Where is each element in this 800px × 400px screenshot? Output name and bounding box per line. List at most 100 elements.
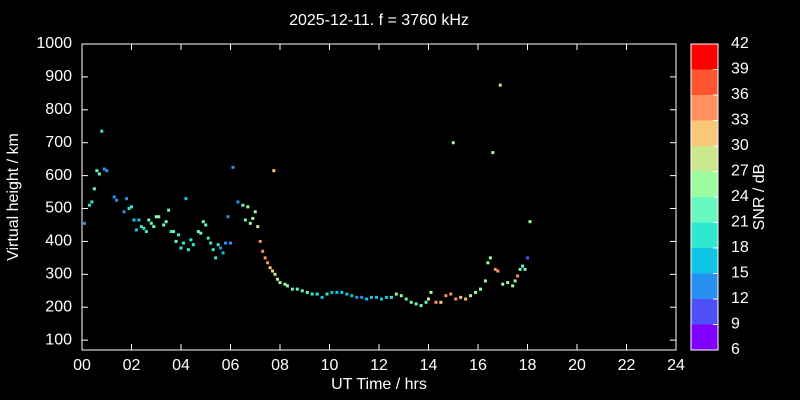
point [115, 198, 119, 202]
point [273, 272, 277, 276]
point [511, 284, 515, 288]
colorbar-tick-label: 12 [731, 290, 749, 307]
colorbar-segment [691, 324, 718, 350]
point [491, 151, 495, 155]
point [469, 294, 473, 298]
point [449, 292, 453, 296]
point [271, 269, 275, 273]
colorbar-tick-label: 27 [731, 163, 749, 180]
point [379, 297, 383, 301]
point [278, 281, 282, 285]
point [191, 243, 195, 247]
point [464, 297, 468, 301]
point [224, 241, 228, 245]
colorbar-segment [691, 222, 718, 248]
point [518, 267, 522, 271]
point [478, 287, 482, 291]
point [295, 287, 299, 291]
y-tick-label: 1000 [36, 35, 72, 52]
colorbar-segment [691, 146, 718, 172]
point [134, 228, 138, 232]
point [429, 290, 433, 294]
point [152, 225, 156, 229]
point [186, 248, 190, 252]
colorbar-tick-label: 9 [731, 316, 740, 333]
y-tick-label: 500 [45, 200, 72, 217]
point [231, 165, 235, 169]
point [211, 248, 215, 252]
point [384, 295, 388, 299]
x-tick-label: 16 [469, 357, 487, 374]
point [266, 261, 270, 265]
x-tick-label: 12 [370, 357, 388, 374]
colorbar-tick-label: 18 [731, 239, 749, 256]
point [444, 294, 448, 298]
point [340, 290, 344, 294]
point [167, 208, 171, 212]
point [501, 282, 505, 286]
colorbar-segment [691, 299, 718, 325]
x-tick-label: 00 [73, 357, 91, 374]
point [122, 210, 126, 214]
colorbar-tick-label: 30 [731, 137, 749, 154]
colorbar-segment [691, 197, 718, 223]
colorbar-tick-label: 15 [731, 265, 749, 282]
point [305, 290, 309, 294]
point [276, 277, 280, 281]
point [345, 292, 349, 296]
point [177, 233, 181, 237]
colorbar-tick-label: 39 [731, 61, 749, 78]
y-tick-label: 600 [45, 167, 72, 184]
point [100, 129, 104, 133]
x-tick-label: 20 [568, 357, 586, 374]
point [164, 220, 168, 224]
point [154, 215, 158, 219]
point [513, 279, 517, 283]
point [427, 297, 430, 301]
x-tick-label: 14 [420, 357, 438, 374]
y-tick-label: 700 [45, 134, 72, 151]
point [272, 169, 276, 173]
colorbar-tick-label: 42 [731, 35, 749, 52]
point [209, 241, 213, 245]
point [523, 267, 527, 271]
point [204, 223, 208, 227]
point [201, 220, 205, 224]
point [419, 304, 423, 308]
point [261, 249, 265, 253]
x-tick-label: 24 [667, 357, 685, 374]
point [172, 230, 176, 234]
colorbar-segment [691, 171, 718, 197]
point [241, 203, 245, 207]
point [528, 220, 532, 224]
point [434, 300, 438, 304]
point [95, 169, 99, 173]
point [526, 256, 529, 260]
point [424, 300, 428, 304]
point [394, 292, 398, 296]
point [310, 292, 314, 296]
point [162, 223, 166, 227]
point [206, 236, 210, 240]
point [102, 167, 106, 171]
point [375, 295, 379, 299]
colorbar-tick-label: 36 [731, 86, 749, 103]
colorbar-tick-label: 21 [731, 214, 749, 231]
point [268, 266, 272, 270]
point [226, 215, 230, 219]
point [399, 294, 403, 298]
point [214, 256, 218, 260]
point [365, 297, 369, 301]
x-axis-label: UT Time / hrs [331, 376, 427, 393]
x-tick-label: 18 [519, 357, 537, 374]
point [409, 300, 413, 304]
point [516, 274, 520, 278]
x-tick-label: 06 [222, 357, 240, 374]
point [315, 292, 319, 296]
colorbar-segment [691, 120, 718, 146]
y-tick-label: 800 [45, 101, 72, 118]
y-tick-label: 400 [45, 233, 72, 250]
y-axis-label: Virtual height / km [5, 133, 22, 261]
point [157, 215, 161, 219]
